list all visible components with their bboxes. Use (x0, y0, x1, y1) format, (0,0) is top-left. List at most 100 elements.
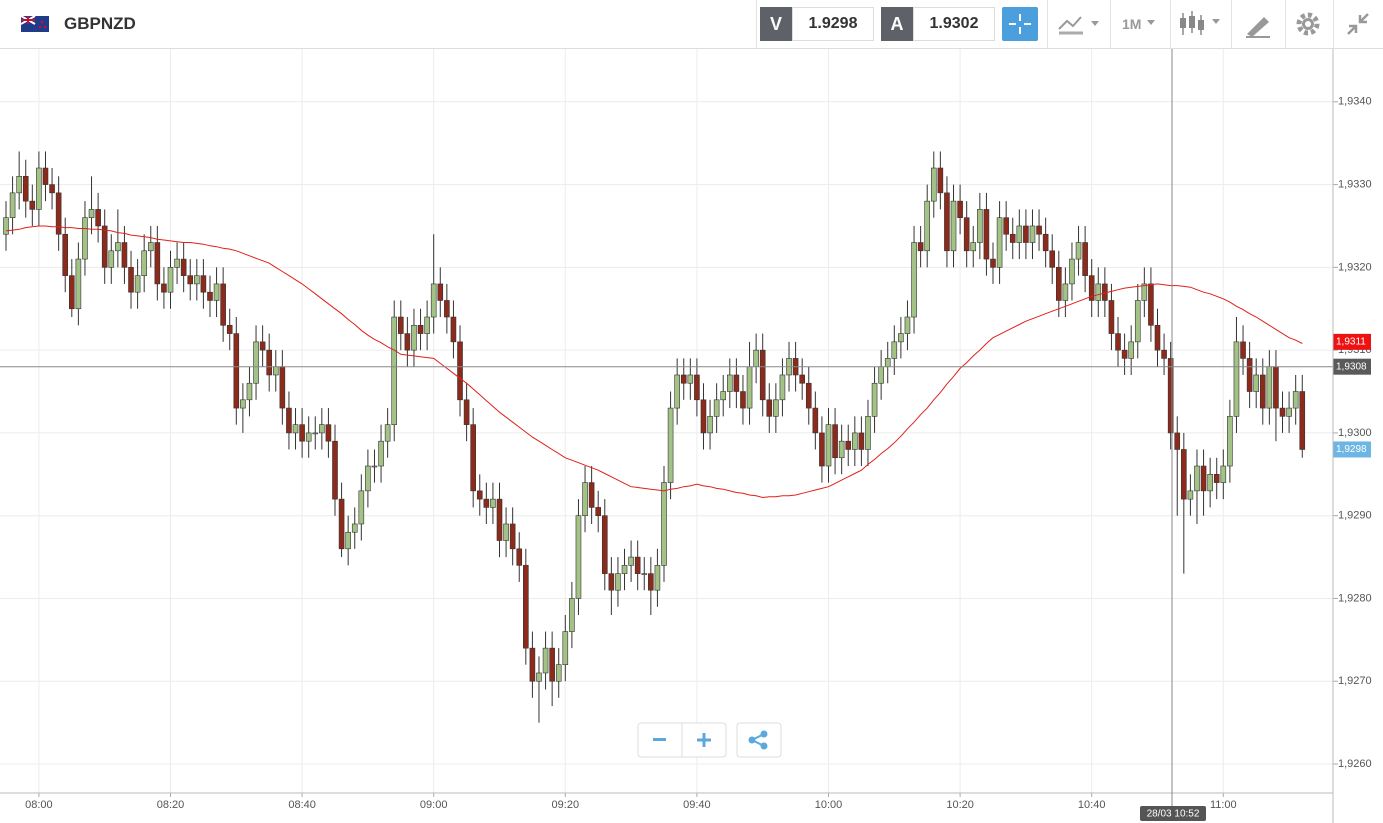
candle-body (812, 407, 819, 434)
y-tick-label: 1,9280 (1338, 592, 1372, 604)
candle-body (1194, 465, 1200, 492)
candle-body (16, 176, 22, 194)
candle-body (1134, 300, 1141, 343)
candle-body (1227, 416, 1233, 467)
candle-body (207, 291, 213, 301)
bid-letter[interactable]: V (760, 7, 792, 41)
candle-body (641, 573, 648, 575)
indicator-button[interactable] (1055, 9, 1105, 39)
candle-body (1220, 465, 1227, 483)
candle-body (634, 556, 641, 574)
ask-letter[interactable]: A (881, 7, 913, 41)
settings-button[interactable] (1295, 11, 1321, 37)
cursor-time: 28/03 10:52 (1147, 809, 1200, 820)
candle-body (588, 482, 595, 508)
separator (1110, 0, 1111, 48)
x-tick-label: 08:00 (25, 799, 53, 811)
candle-body (180, 258, 187, 276)
candle-body (937, 167, 944, 194)
candle-body (680, 374, 687, 384)
bid-price[interactable]: 1.9298 (792, 7, 874, 41)
candle-body (1128, 341, 1134, 359)
candle-body (766, 399, 773, 417)
candle-body (687, 374, 694, 384)
candle-body (1075, 242, 1082, 260)
candle-body (957, 200, 963, 218)
candle-body (404, 333, 411, 351)
candle-body (628, 556, 634, 566)
candle-body (516, 548, 523, 566)
candle-body (279, 366, 286, 409)
candle-body (134, 275, 141, 293)
chart-type-button[interactable] (1178, 9, 1228, 39)
candle-body (562, 631, 569, 665)
candle-body (911, 242, 917, 318)
timeframe-button[interactable]: 1M (1122, 16, 1142, 32)
plot-area (0, 48, 1333, 793)
candle-body (397, 316, 404, 334)
candle-body (325, 424, 332, 442)
candle-body (444, 300, 450, 318)
candle-body (720, 391, 727, 401)
candle-body (1161, 349, 1167, 359)
candle-body (575, 515, 582, 599)
price-tag (1333, 358, 1371, 375)
candle-body (608, 573, 615, 591)
candle-body (82, 217, 88, 260)
candle-body (878, 366, 884, 384)
candle-body (1207, 474, 1213, 492)
candle-body (430, 283, 437, 318)
header: GBPNZD V 1.9298 A 1.9302 1M (0, 0, 1383, 49)
candle-body (930, 167, 937, 202)
candle-body (694, 374, 700, 401)
candle-body (3, 217, 9, 235)
fullscreen-button[interactable] (1345, 11, 1371, 37)
x-tick-label: 09:40 (683, 799, 711, 811)
candle-body (1056, 267, 1062, 301)
candle-body (496, 498, 503, 541)
y-tick-label: 1,9300 (1338, 427, 1372, 439)
candle-body (141, 250, 147, 276)
zoom-in-button[interactable] (697, 733, 711, 747)
candle-body (266, 349, 273, 376)
candle-body (779, 374, 786, 401)
draw-button[interactable] (1244, 9, 1274, 39)
candle-body (463, 399, 470, 425)
candle-body (220, 283, 226, 326)
candle-body (424, 316, 430, 334)
crosshair-icon (1009, 14, 1031, 34)
separator (756, 0, 757, 48)
candle-body (22, 176, 29, 202)
zoom-out-button[interactable] (653, 738, 666, 741)
candle-body (167, 267, 174, 293)
ask-price[interactable]: 1.9302 (913, 7, 995, 41)
candle-body (713, 399, 720, 417)
y-tick-label: 1,9330 (1338, 178, 1372, 190)
candle-body (1273, 366, 1279, 409)
candle-body (338, 498, 345, 550)
candle-body (365, 465, 371, 492)
candle-body (523, 565, 529, 649)
candle-body (1213, 474, 1220, 483)
candle-body (75, 258, 82, 310)
crosshair-button[interactable] (1002, 7, 1038, 41)
candle-body (1108, 300, 1115, 334)
candle-body (805, 382, 812, 409)
candle-body (924, 200, 931, 252)
candle-body (490, 498, 496, 508)
candle-body (450, 316, 457, 343)
candle-body (391, 316, 398, 425)
candle-body (891, 341, 898, 359)
candle-body (1266, 366, 1273, 409)
candle-body (1029, 225, 1036, 243)
share-button[interactable] (736, 722, 782, 758)
candle-body (174, 258, 180, 268)
candle-body (667, 407, 674, 483)
candle-body (865, 416, 871, 450)
candle-body (1121, 349, 1128, 359)
candle-body (187, 275, 194, 285)
share-dot (760, 742, 768, 750)
symbol: GBPNZD (64, 14, 136, 33)
candle-body (233, 333, 240, 409)
